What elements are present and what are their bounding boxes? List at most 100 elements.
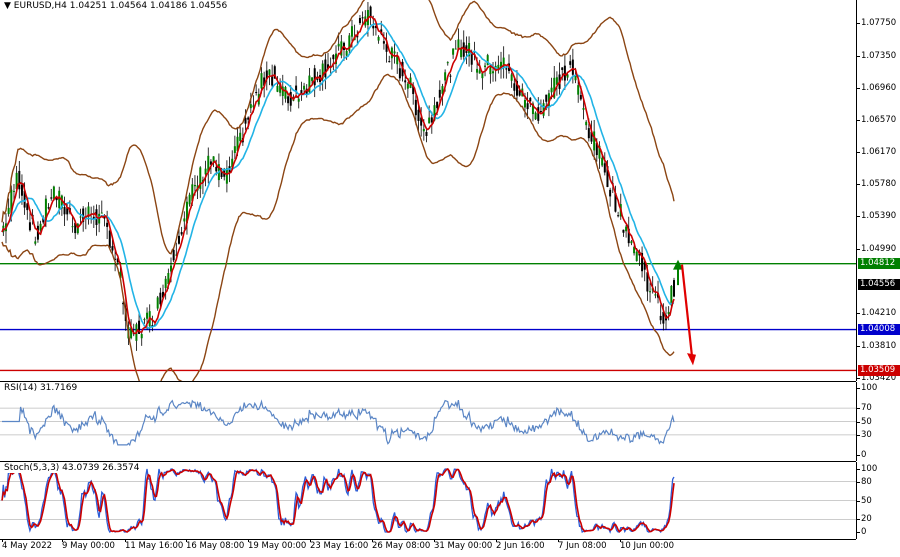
rsi-axis[interactable]: 100 70 50 30 0 — [856, 382, 900, 461]
candle-body — [670, 285, 673, 306]
price-label: 1.06570 — [861, 114, 897, 125]
candle-body — [289, 91, 292, 106]
time-label: 2 Jun 16:00 — [496, 541, 545, 551]
candle-body — [36, 225, 39, 240]
candle-body — [12, 190, 15, 192]
time-label: 19 May 00:00 — [248, 541, 307, 551]
candle-body — [169, 265, 172, 272]
candle-body — [50, 197, 53, 199]
candle-body — [662, 311, 665, 324]
candle-body — [337, 43, 340, 47]
price-flag: 1.04812 — [858, 258, 900, 270]
price-label: 1.03810 — [861, 340, 897, 351]
candle-body — [630, 241, 633, 244]
rsi-tick — [857, 388, 860, 389]
time-axis[interactable]: 4 May 2022 9 May 00:00 11 May 16:00 16 May … — [0, 539, 856, 557]
down-arrow-icon — [680, 264, 694, 357]
price-label: 1.04990 — [861, 244, 897, 255]
candle-body — [369, 6, 372, 18]
candle-body — [100, 212, 103, 214]
stochastic-label: 50 — [861, 495, 872, 506]
candle-body — [308, 75, 311, 93]
candle-body — [513, 83, 516, 91]
rsi-tick — [857, 434, 860, 436]
candle-body — [422, 128, 425, 132]
stochastic-axis[interactable]: 100 80 50 20 0 — [856, 462, 900, 539]
candle-body — [654, 294, 657, 296]
time-tick — [434, 539, 435, 542]
candle-body — [63, 207, 66, 215]
stochastic-tick — [857, 519, 860, 521]
stochastic-tick — [857, 481, 860, 483]
candle-body — [164, 278, 167, 288]
candle-body — [590, 131, 593, 142]
candle-body — [276, 85, 279, 92]
time-label: 11 May 16:00 — [125, 541, 184, 551]
candle-body — [372, 25, 375, 29]
candle-body — [438, 89, 441, 98]
candle-body — [143, 319, 146, 321]
candle-body — [130, 327, 133, 339]
candle-body — [412, 85, 415, 95]
candle-body — [417, 109, 420, 121]
candle-body — [643, 261, 646, 270]
candle-body — [510, 74, 513, 81]
collapse-triangle-icon[interactable]: ▼ — [4, 1, 11, 11]
candle-body — [188, 194, 191, 205]
price-axis[interactable]: 1.07750 1.07350 1.06960 1.06570 1.06170 1.057… — [856, 0, 900, 383]
candle-body — [601, 157, 604, 166]
candle-body — [425, 131, 428, 136]
candle-body — [428, 117, 431, 124]
candle-body — [587, 128, 590, 139]
candle-body — [358, 18, 361, 24]
candle-body — [220, 171, 223, 178]
candle-body — [478, 70, 481, 74]
candle-body — [87, 206, 90, 217]
candle-body — [79, 216, 82, 218]
candle-body — [15, 172, 18, 190]
candle-body — [374, 25, 377, 28]
rsi-label: 50 — [861, 416, 872, 427]
candle-body — [497, 64, 500, 71]
candle-body — [303, 85, 306, 90]
candle-body — [122, 302, 125, 305]
candle-body — [66, 207, 69, 215]
candle-body — [191, 184, 194, 201]
rsi-chart — [0, 399, 856, 447]
stochastic-panel[interactable]: Stoch(5,3,3) 43.0739 26.3574 — [0, 462, 856, 540]
candle-body — [236, 136, 239, 151]
candle-body — [577, 85, 580, 95]
candle-body — [571, 59, 574, 75]
fast-moving-average — [1, 16, 675, 335]
candle-body — [484, 65, 487, 67]
candle-body — [177, 235, 180, 244]
candle-body — [523, 99, 526, 108]
candle-body — [108, 230, 111, 248]
candle-body — [156, 297, 159, 309]
bollinger-upper-band — [1, 0, 675, 255]
candle-body — [119, 271, 122, 279]
candle-body — [47, 207, 50, 209]
rsi-panel[interactable]: RSI(14) 31.7169 — [0, 382, 856, 462]
candle-body — [146, 312, 149, 319]
candle-body — [593, 131, 596, 151]
rsi-label: 100 — [861, 383, 878, 393]
candle-body — [140, 334, 143, 339]
candle-body — [545, 94, 548, 102]
price-tick — [857, 152, 860, 154]
candle-body — [231, 158, 234, 168]
candle-body — [239, 132, 242, 142]
candle-body — [574, 75, 577, 81]
candle-body — [305, 88, 308, 95]
candle-body — [260, 73, 263, 89]
candle-body — [537, 107, 540, 121]
candle-body — [382, 41, 385, 44]
candle-body — [635, 251, 638, 261]
candle-body — [502, 57, 505, 67]
candle-body — [204, 168, 207, 175]
candle-body — [55, 198, 58, 201]
candle-body — [625, 226, 628, 232]
price-chart-panel[interactable]: ▼ EURUSD,H4 1.04251 1.04564 1.04186 1.04… — [0, 0, 856, 382]
candle-body — [345, 50, 348, 56]
candle-body — [404, 80, 407, 83]
